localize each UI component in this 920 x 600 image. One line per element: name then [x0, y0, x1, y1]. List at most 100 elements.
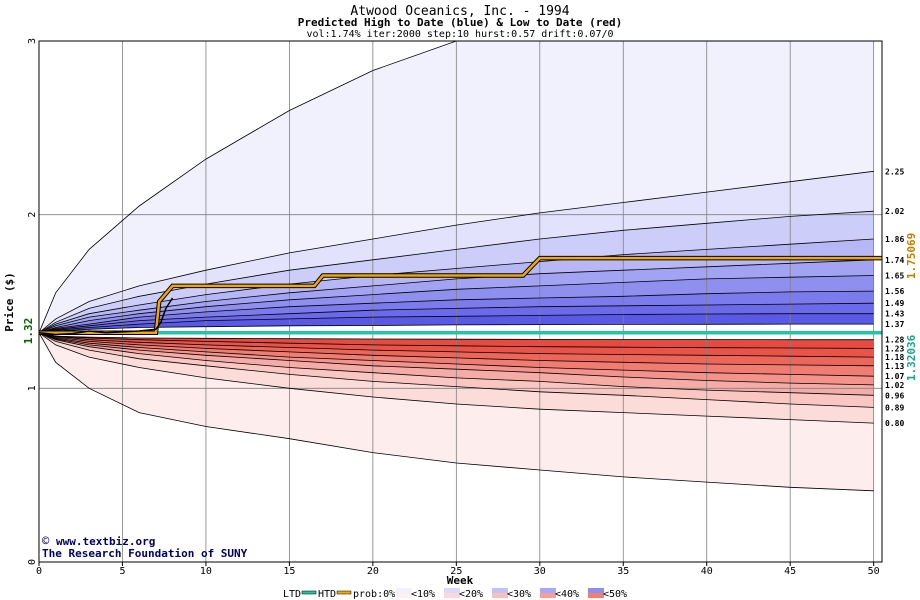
- x-tick-label: 5: [119, 566, 125, 577]
- x-tick-label: 35: [617, 566, 629, 577]
- band-line: [38, 332, 874, 386]
- legend-swatch-upper: [444, 588, 460, 593]
- right-value-label: 1.18: [885, 353, 904, 362]
- chart-title: Atwood Oceanics, Inc. - 1994: [350, 4, 569, 19]
- legend-swatch-upper: [540, 588, 556, 593]
- band-line: [38, 332, 874, 349]
- band-line: [38, 275, 874, 334]
- legend-htd-label: HTD: [318, 589, 336, 600]
- upper-band-1: [39, 171, 874, 333]
- htd-line: [39, 256, 882, 335]
- band-line: [38, 332, 874, 341]
- legend-item-label: <40%: [555, 589, 579, 600]
- right-value-label: 0.96: [885, 391, 904, 400]
- right-value-label: 1.02: [885, 381, 904, 390]
- legend-htd-swatch: [336, 590, 352, 595]
- y-tick-label: 1: [27, 385, 38, 391]
- legend-swatch-upper: [492, 588, 508, 593]
- band-line: [38, 313, 874, 334]
- x-axis-label: Week: [447, 574, 474, 587]
- lower-band-5: [39, 332, 874, 396]
- chart-params: vol:1.74% iter:2000 step:10 hurst:0.57 d…: [306, 29, 613, 40]
- legend-swatch-lower: [540, 593, 556, 598]
- right-value-label: 1.56: [885, 287, 904, 296]
- x-tick-label: 50: [868, 566, 880, 577]
- start-price-label: 1.32: [22, 318, 35, 345]
- y-tick-label: 0: [27, 559, 38, 565]
- right-value-label: 1.86: [885, 235, 904, 244]
- right-value-label: 2.25: [885, 167, 904, 176]
- band-line: [38, 332, 874, 424]
- x-tick-label: 10: [200, 566, 212, 577]
- band-line: [38, 332, 874, 367]
- legend-ltd-label: LTD: [283, 589, 301, 600]
- legend-item-label: <20%: [459, 589, 483, 600]
- band-line: [38, 332, 874, 408]
- band-line: [38, 323, 874, 334]
- lower-band-4: [39, 332, 874, 385]
- band-line: [38, 332, 874, 358]
- band-line: [38, 170, 874, 334]
- legend-item-label: <30%: [507, 589, 531, 600]
- ltd-value-label: 1.32036: [905, 334, 918, 381]
- band-line: [38, 332, 874, 492]
- right-value-label: 1.07: [885, 372, 904, 381]
- legend-ltd-swatch: [301, 590, 317, 595]
- x-axis-ticks: 0 5 10 15 20 25 30 35 40 45 50: [36, 562, 880, 577]
- legend-swatch-lower: [588, 593, 604, 598]
- y-axis-ticks: 0 1 2 3: [27, 38, 38, 565]
- upper-band-2: [39, 211, 874, 333]
- right-value-label: 1.43: [885, 310, 904, 319]
- y-axis-label: Price ($): [3, 272, 16, 332]
- legend-swatch-upper: [588, 588, 604, 593]
- watermark-url: www.textbiz.org: [56, 535, 155, 548]
- x-tick-label: 20: [367, 566, 379, 577]
- band-line: [38, 210, 874, 334]
- legend-prob-label: prob:0%: [353, 589, 395, 600]
- lower-band-1: [39, 332, 874, 358]
- y-tick-label: 3: [27, 38, 38, 44]
- x-tick-label: 30: [534, 566, 546, 577]
- legend-swatch-lower: [492, 593, 508, 598]
- right-value-label: 0.80: [885, 419, 904, 428]
- right-value-label: 2.02: [885, 207, 904, 216]
- right-value-label: 1.49: [885, 299, 904, 308]
- x-tick-label: 0: [36, 566, 42, 577]
- legend-swatch-lower: [444, 593, 460, 598]
- right-value-label: 0.89: [885, 403, 904, 412]
- x-tick-label: 15: [283, 566, 295, 577]
- actual-price-line: [38, 297, 174, 336]
- upper-band-4: [39, 259, 874, 333]
- upper-band-5: [39, 275, 874, 333]
- legend-item-label: <10%: [411, 589, 435, 600]
- lower-band-2: [39, 332, 874, 366]
- legend: LTD HTD prob:0% <10% <20% <30% <40% <50%: [283, 588, 627, 600]
- y-tick-label: 2: [27, 212, 38, 218]
- legend-swatch-upper: [396, 588, 412, 593]
- x-tick-label: 40: [701, 566, 713, 577]
- legend-swatch-lower: [396, 593, 412, 598]
- right-value-label: 1.37: [885, 320, 904, 329]
- x-tick-label: 45: [784, 566, 796, 577]
- copyright-icon: ©: [42, 534, 50, 548]
- x-tick-label: 25: [450, 566, 462, 577]
- right-value-label: 1.13: [885, 362, 904, 371]
- right-value-label: 1.65: [885, 271, 904, 280]
- lower-band-7: [39, 332, 874, 424]
- upper-band-7: [39, 303, 874, 333]
- chart-subtitle: Predicted High to Date (blue) & Low to D…: [298, 16, 623, 29]
- htd-value-label: 1.75069: [905, 233, 918, 279]
- band-line: [38, 259, 874, 334]
- watermark-org: The Research Foundation of SUNY: [42, 547, 248, 560]
- plot-frame: [38, 40, 883, 563]
- upper-band-3: [39, 239, 874, 333]
- right-value-label: 1.23: [885, 344, 904, 353]
- right-value-label: 1.28: [885, 336, 904, 345]
- band-line: [38, 302, 874, 334]
- band-line: [38, 332, 874, 396]
- right-value-label: 1.74: [885, 256, 904, 265]
- band-line: [38, 290, 874, 334]
- legend-item-label: <50%: [603, 589, 627, 600]
- lower-band-3: [39, 332, 874, 377]
- right-value-labels: 2.25 2.02 1.86 1.74 1.65 1.56 1.49 1.431.37 1.28…: [885, 167, 904, 428]
